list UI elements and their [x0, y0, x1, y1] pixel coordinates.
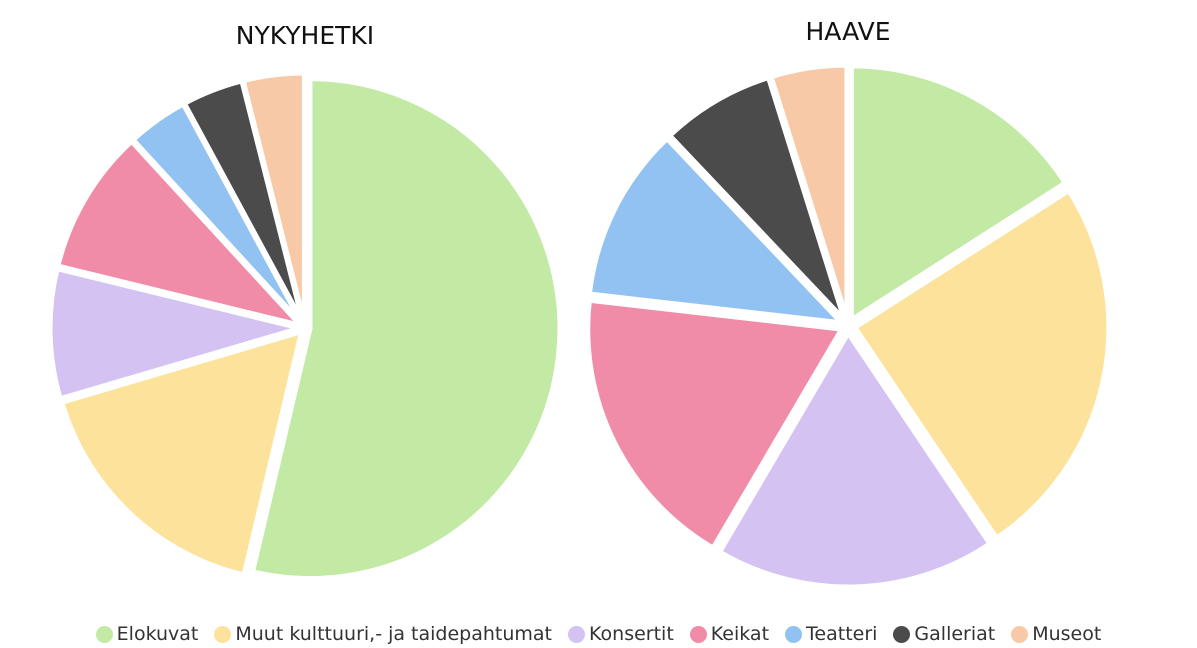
legend-label: Muut kulttuuri,- ja taidepahtumat: [235, 623, 553, 645]
legend-swatch-icon: [214, 625, 232, 643]
chart-title-nykyhetki: NYKYHETKI: [236, 21, 374, 50]
chart-nykyhetki: NYKYHETKI: [47, 21, 563, 582]
legend-swatch-icon: [785, 625, 803, 643]
legend-swatch-icon: [1011, 625, 1029, 643]
legend-label: Museot: [1032, 623, 1102, 645]
pie-slice-konsertit: [47, 266, 303, 402]
legend-item: Konsertit: [568, 623, 674, 645]
legend-item: Galleriat: [893, 623, 995, 645]
legend-item: Muut kulttuuri,- ja taidepahtumat: [214, 623, 552, 645]
pie-slice-muut-kulttuuri-ja-taidepahtumat: [59, 329, 305, 578]
legend-label: Galleriat: [914, 623, 996, 645]
pie-slice-keikat: [55, 138, 304, 328]
legend-label: Konsertit: [589, 623, 674, 645]
pie-nykyhetki: [47, 70, 563, 582]
legend-label: Elokuvat: [116, 623, 199, 645]
legend-label: Teatteri: [806, 623, 878, 645]
pie-slice-muut-kulttuuri-ja-taidepahtumat: [852, 188, 1112, 541]
legend-swatch-icon: [893, 625, 911, 643]
legend-item: Elokuvat: [95, 623, 199, 645]
legend-item: Teatteri: [785, 623, 877, 645]
pie-slice-galleriat: [667, 75, 847, 323]
legend-swatch-icon: [568, 625, 586, 643]
pie-slice-teatteri: [586, 136, 845, 326]
legend-swatch-icon: [689, 625, 707, 643]
legend-item: Museot: [1011, 623, 1101, 645]
legend-item: Keikat: [689, 623, 770, 645]
pie-haave: [585, 62, 1112, 590]
pie-slice-konsertit: [717, 330, 993, 590]
chart-title-haave: HAAVE: [806, 17, 891, 46]
legend-swatch-icon: [95, 625, 113, 643]
legend-label: Keikat: [710, 623, 770, 645]
pie-slice-museot: [768, 62, 850, 322]
chart-haave: HAAVE: [585, 17, 1112, 590]
pie-slice-elokuvat: [249, 76, 563, 582]
pie-slice-keikat: [585, 297, 845, 551]
pie-slice-elokuvat: [848, 63, 1068, 323]
pie-slice-museot: [240, 70, 307, 326]
legend: Elokuvat Muut kulttuuri,- ja taidepahtum…: [0, 620, 1197, 648]
pie-charts: NYKYHETKI HAAVE: [47, 17, 1112, 590]
